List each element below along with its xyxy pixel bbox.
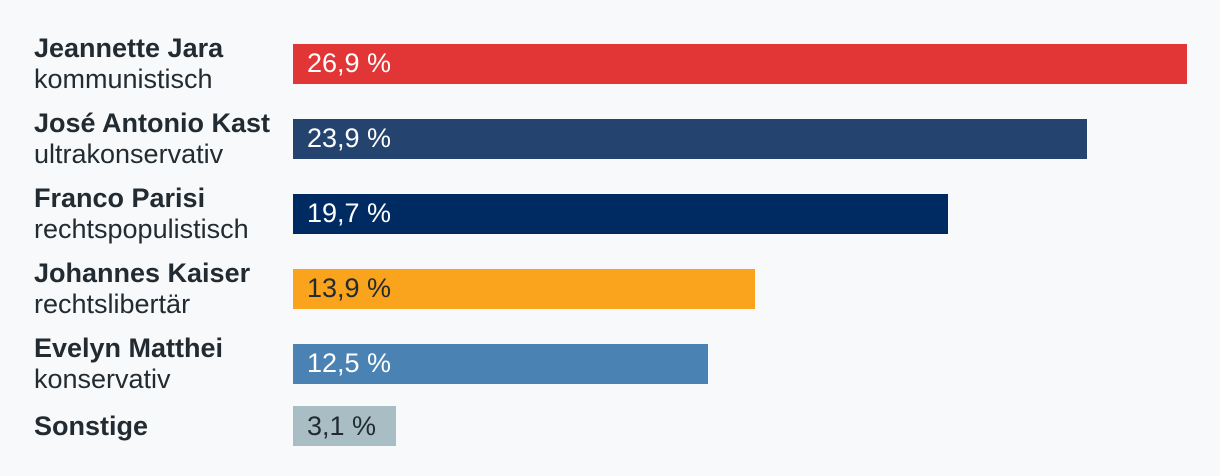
candidate-name: Franco Parisi — [34, 182, 206, 213]
candidate-name: Sonstige — [34, 410, 149, 441]
candidate-description: ultrakonservativ — [34, 138, 224, 169]
bar-value-label: 23,9 % — [307, 123, 392, 153]
candidate-description: kommunistisch — [34, 63, 213, 94]
bar-value-label: 13,9 % — [307, 273, 392, 303]
bar: 3,1 % — [293, 406, 396, 446]
candidate-name: Jeannette Jara — [34, 32, 224, 63]
category-label: Sonstige — [34, 411, 293, 442]
bar-area: 13,9 % — [293, 268, 1220, 309]
bar-area: 23,9 % — [293, 118, 1220, 159]
candidate-description: rechtspopulistisch — [34, 213, 249, 244]
bar: 26,9 % — [293, 43, 1187, 84]
candidate-name: Johannes Kaiser — [34, 257, 251, 288]
bar-area: 19,7 % — [293, 193, 1220, 234]
bar-row: Jeannette Jara kommunistisch 26,9 % — [0, 26, 1220, 101]
category-label: José Antonio Kast ultrakonservativ — [34, 108, 293, 170]
candidate-name: José Antonio Kast — [34, 107, 271, 138]
bar-value-label: 19,7 % — [307, 198, 392, 228]
bar: 19,7 % — [293, 193, 948, 234]
bar-value-label: 12,5 % — [307, 348, 392, 378]
bar: 23,9 % — [293, 118, 1087, 159]
candidate-name: Evelyn Matthei — [34, 332, 224, 363]
category-label: Evelyn Matthei konservativ — [34, 333, 293, 395]
bar-area: 3,1 % — [293, 406, 1220, 446]
bar-area: 12,5 % — [293, 343, 1220, 384]
bar-row: Franco Parisi rechtspopulistisch 19,7 % — [0, 176, 1220, 251]
category-label: Johannes Kaiser rechtslibertär — [34, 258, 293, 320]
bar-value-label: 26,9 % — [307, 48, 392, 78]
category-label: Franco Parisi rechtspopulistisch — [34, 183, 293, 245]
bar-row: José Antonio Kast ultrakonservativ 23,9 … — [0, 101, 1220, 176]
bar: 13,9 % — [293, 268, 755, 309]
bar-row: Sonstige 3,1 % — [0, 401, 1220, 451]
bar-area: 26,9 % — [293, 43, 1220, 84]
candidate-description: rechtslibertär — [34, 288, 191, 319]
bar-row: Johannes Kaiser rechtslibertär 13,9 % — [0, 251, 1220, 326]
candidate-description: konservativ — [34, 363, 171, 394]
category-label: Jeannette Jara kommunistisch — [34, 33, 293, 95]
bar-row: Evelyn Matthei konservativ 12,5 % — [0, 326, 1220, 401]
bar: 12,5 % — [293, 343, 708, 384]
bar-value-label: 3,1 % — [307, 410, 377, 441]
